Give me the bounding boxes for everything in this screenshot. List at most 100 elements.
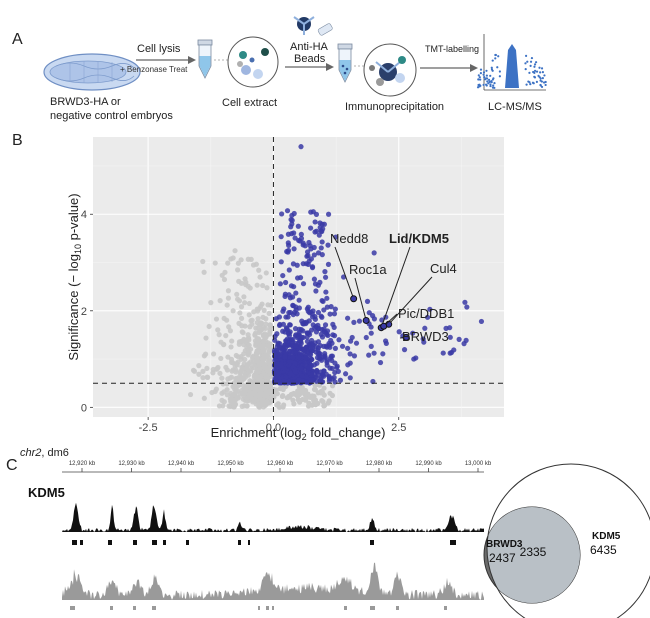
scatter-point-background	[267, 389, 273, 395]
labeled-point	[362, 316, 370, 324]
scatter-point-background	[212, 260, 218, 266]
scatter-point-background	[279, 393, 285, 400]
x-tick-label: 0.0	[266, 422, 281, 434]
scatter-point-enriched	[292, 325, 299, 332]
scatter-point-enriched	[286, 292, 292, 298]
scatter-point-enriched	[424, 314, 431, 320]
scatter-point-enriched	[324, 304, 330, 310]
scatter-point-enriched	[296, 354, 302, 361]
mini-volcano-dot	[479, 68, 483, 71]
scatter-point-enriched	[285, 231, 292, 237]
scatter-point-background	[238, 280, 245, 286]
panel-a: A BRWD3-HA or negative control embryos C…	[12, 16, 547, 122]
chromosome-label: chr2, dm6	[20, 447, 69, 459]
scatter-point-background	[196, 363, 202, 369]
venn-overlap-count: 2335	[520, 545, 547, 559]
scatter-point-enriched	[339, 343, 346, 349]
mini-volcano-dot	[479, 72, 482, 75]
scatter-point-enriched	[319, 228, 325, 235]
mini-volcano-dot	[528, 81, 531, 84]
mini-volcano-dot	[496, 66, 499, 69]
x-axis-title-sub: 2	[302, 432, 307, 442]
scatter-point-enriched	[353, 340, 360, 346]
panel-b: B Nedd8 Roc1a Lid/KDM5 Cul4 Pic/DDB1 BRWD3 -2…	[12, 132, 504, 442]
scatter-point-enriched	[328, 304, 334, 310]
scatter-point-enriched	[331, 374, 337, 381]
venn-right-count: 6435	[590, 543, 617, 557]
scatter-point-background	[221, 389, 227, 395]
scatter-point-background	[305, 403, 312, 409]
scatter-point-background	[295, 393, 301, 399]
chromosome-name: chr2	[20, 447, 41, 459]
scatter-point-background	[262, 365, 268, 371]
scatter-point-enriched	[447, 325, 453, 331]
scatter-point-enriched	[295, 223, 301, 229]
scatter-point-enriched	[312, 219, 318, 225]
mini-volcano-dot	[494, 57, 497, 60]
tmt-label: TMT-labelling	[425, 44, 479, 54]
scatter-point-background	[246, 381, 252, 387]
scatter-point-enriched	[298, 327, 304, 333]
scatter-point-enriched	[326, 374, 333, 381]
kdm5-peak	[152, 540, 157, 545]
scatter-point-background	[325, 400, 331, 406]
scatter-point-background	[217, 370, 223, 376]
mini-volcano-dot	[482, 83, 485, 86]
scatter-point-enriched	[290, 354, 296, 361]
scatter-point-background	[220, 381, 226, 387]
scatter-point-enriched	[331, 311, 338, 317]
mini-volcano-dot	[477, 83, 480, 87]
mini-volcano-dot	[486, 80, 489, 83]
scatter-point-background	[200, 258, 206, 265]
label-leader-line	[388, 276, 433, 325]
scatter-point-enriched	[303, 344, 309, 351]
scatter-point-enriched	[462, 299, 468, 305]
venn-left-count: 2437	[489, 551, 516, 565]
mini-volcano-dot	[493, 82, 496, 85]
scatter-point-enriched	[300, 281, 307, 287]
point-label: Lid/KDM5	[389, 231, 449, 246]
ruler-tick-label: 12,930 kb	[118, 461, 145, 467]
scatter-point-enriched	[313, 211, 320, 217]
mini-volcano-dot	[524, 62, 527, 65]
mini-volcano-dot	[543, 74, 546, 77]
scatter-point-enriched	[371, 250, 377, 256]
scatter-point-background	[262, 325, 268, 331]
scatter-point-enriched	[313, 228, 320, 234]
scatter-point-background	[264, 285, 270, 291]
scatter-point-background	[204, 365, 210, 371]
scatter-point-background	[226, 403, 232, 409]
scatter-point-background	[224, 392, 230, 398]
y-axis-title-sub: 10	[73, 244, 83, 254]
scatter-point-enriched	[318, 245, 324, 251]
scatter-point-background	[267, 323, 273, 329]
mini-volcano-dot	[491, 59, 494, 62]
scatter-point-enriched	[277, 352, 283, 358]
non-enriched-points	[187, 248, 336, 410]
point-label: BRWD3	[402, 329, 449, 344]
arrow-beads-head	[326, 63, 334, 71]
scatter-point-background	[260, 343, 266, 349]
scatter-point-background	[257, 401, 263, 408]
scatter-point-background	[257, 360, 263, 366]
scatter-point-background	[312, 382, 318, 388]
scatter-point-background	[263, 390, 269, 396]
scatter-point-background	[309, 393, 315, 399]
scatter-point-background	[263, 384, 269, 390]
scatter-point-enriched	[305, 252, 311, 259]
ruler-tick-label: 12,950 kb	[217, 461, 244, 467]
scatter-point-enriched	[322, 322, 329, 328]
scatter-point-background	[321, 385, 327, 391]
scatter-point-background	[254, 306, 260, 312]
scatter-point-enriched	[294, 275, 301, 281]
mini-volcano-dot	[544, 83, 547, 87]
scatter-point-background	[227, 328, 233, 334]
scatter-point-background	[256, 349, 262, 355]
scatter-point-background	[216, 403, 223, 409]
scatter-point-enriched	[348, 338, 354, 344]
y-axis-title-tail: p-value)	[66, 193, 81, 244]
scatter-point-background	[225, 295, 232, 301]
scatter-point-background	[238, 257, 244, 263]
tube-icon	[197, 39, 213, 79]
venn-diagram: BRWD3 2437 2335 KDM5 6435	[483, 463, 650, 618]
